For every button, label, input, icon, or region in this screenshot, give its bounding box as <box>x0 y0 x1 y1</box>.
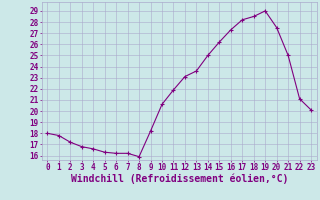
X-axis label: Windchill (Refroidissement éolien,°C): Windchill (Refroidissement éolien,°C) <box>70 173 288 184</box>
